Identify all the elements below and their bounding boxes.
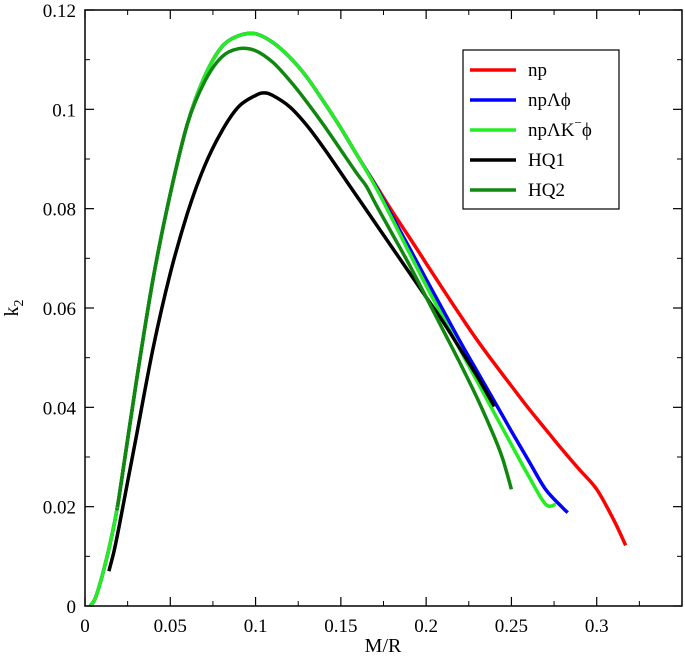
y-tick-label: 0.06: [43, 299, 76, 320]
x-tick-label: 0.05: [154, 616, 187, 637]
legend-label-superscript: −: [575, 115, 582, 130]
x-tick-label: 0.1: [244, 616, 268, 637]
x-tick-label: 0.3: [585, 616, 609, 637]
y-tick-label: 0.04: [43, 398, 77, 419]
legend: np npΛϕ npΛK−ϕ HQ1 HQ2: [462, 49, 620, 210]
x-axis-ticks: 0 0.05 0.1 0.15 0.2 0.25 0.3: [80, 10, 640, 637]
x-tick-label: 0.25: [495, 616, 528, 637]
legend-label: npΛϕ: [528, 90, 571, 111]
y-axis-ticks: 0 0.02 0.04 0.06 0.08 0.1 0.12: [43, 1, 682, 618]
y-tick-label: 0.1: [52, 100, 76, 121]
x-tick-label: 0.2: [414, 616, 438, 637]
y-tick-label: 0.08: [43, 200, 76, 221]
legend-label-part: npΛK: [528, 120, 575, 141]
x-axis-label: M/R: [365, 635, 402, 657]
y-axis-label-main: k: [1, 307, 23, 317]
legend-label: np: [528, 60, 547, 81]
legend-label: HQ2: [528, 180, 565, 201]
series-line-HQ2: [115, 46, 514, 511]
legend-entries: np npΛϕ npΛK−ϕ HQ1 HQ2: [470, 60, 592, 201]
y-tick-label: 0: [67, 597, 77, 618]
y-tick-label: 0.12: [43, 1, 76, 22]
y-axis-label-subscript: 2: [12, 300, 27, 307]
legend-label: HQ1: [528, 150, 565, 171]
legend-label-part: ϕ: [582, 120, 592, 141]
series-lines: [88, 31, 628, 608]
y-tick-label: 0.02: [43, 498, 76, 519]
y-axis-label: k2: [1, 300, 27, 317]
x-tick-label: 0.15: [324, 616, 357, 637]
legend-label: npΛK−ϕ: [528, 115, 592, 141]
x-tick-label: 0: [80, 616, 90, 637]
